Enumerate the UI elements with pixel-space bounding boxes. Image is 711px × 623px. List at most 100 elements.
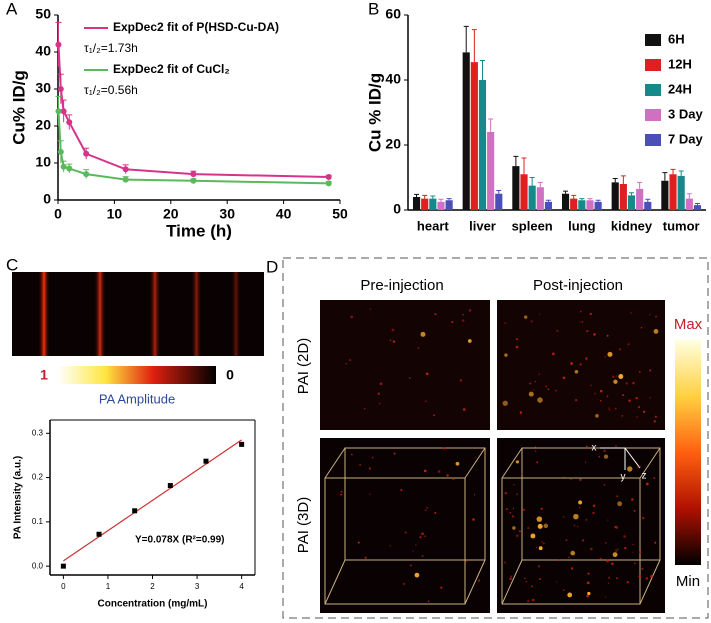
speckle	[599, 399, 602, 402]
speckle	[389, 545, 391, 547]
speckle	[542, 542, 545, 545]
speckle	[641, 567, 644, 570]
speckle	[611, 562, 614, 565]
speckle	[568, 556, 570, 559]
data-point	[60, 108, 67, 115]
speckle	[525, 580, 528, 583]
speckle	[607, 519, 609, 521]
speckle	[639, 465, 641, 468]
speckle	[570, 478, 572, 481]
speckle	[562, 376, 566, 380]
pai-image	[320, 300, 490, 430]
speckle	[608, 407, 610, 409]
y-tick-label: 0.1	[32, 517, 44, 526]
speckle	[633, 509, 636, 512]
speckle	[393, 452, 396, 455]
speckle	[630, 312, 632, 314]
speckle	[359, 463, 362, 466]
colorbar-label: PA Amplitude	[99, 391, 175, 406]
speckle	[420, 331, 426, 337]
data-point	[60, 563, 66, 569]
x-tick-label: lung	[568, 218, 595, 233]
speckle	[582, 539, 585, 542]
speckle	[440, 586, 443, 589]
speckle	[607, 351, 613, 357]
speckle	[608, 409, 611, 411]
speckle	[510, 575, 513, 578]
speckle	[605, 542, 607, 544]
data-point	[325, 180, 332, 187]
legend-label: 7 Day	[668, 131, 703, 146]
speckle	[592, 511, 595, 515]
speckle	[630, 498, 634, 501]
speckle	[511, 515, 515, 518]
speckle	[465, 559, 468, 563]
y-tick-label: 0.2	[32, 473, 44, 482]
speckle	[545, 385, 548, 388]
bar	[677, 175, 685, 210]
speckle	[565, 539, 568, 542]
speckle	[634, 562, 636, 565]
speckle	[621, 414, 624, 417]
colorbar-min: 0	[226, 367, 234, 383]
speckle	[427, 600, 430, 603]
speckle	[364, 556, 367, 560]
y-axis-label: Cu% ID/g	[9, 70, 28, 145]
data-point	[96, 531, 102, 537]
speckle	[650, 575, 653, 578]
speckle	[578, 506, 581, 509]
speckle	[534, 446, 537, 448]
speckle	[586, 581, 590, 585]
speckle	[570, 362, 573, 365]
speckle	[419, 536, 422, 539]
speckle	[473, 494, 476, 496]
bar	[478, 80, 487, 210]
column-title: Pre-injection	[360, 277, 443, 294]
speckle	[533, 389, 535, 391]
bar	[470, 62, 478, 210]
speckle	[400, 488, 403, 491]
y-tick-label: 50	[35, 6, 51, 22]
speckle	[425, 400, 427, 402]
data-point	[167, 483, 173, 489]
speckle	[615, 375, 618, 377]
speckle	[477, 579, 481, 582]
speckle	[638, 574, 642, 578]
x-tick-label: 30	[219, 206, 235, 222]
panel-label: B	[368, 0, 379, 18]
speckle	[392, 340, 396, 343]
x-axis-label: Concentration (mg/mL)	[98, 599, 208, 610]
speckle	[523, 315, 528, 319]
speckle	[547, 388, 550, 391]
speckle	[585, 357, 588, 360]
bar	[685, 198, 693, 210]
legend-swatch	[645, 84, 661, 96]
speckle	[409, 377, 411, 379]
speckle	[635, 396, 638, 400]
x-tick-label: 50	[332, 206, 348, 222]
speckle	[581, 321, 584, 323]
speckle	[377, 392, 380, 395]
speckle	[595, 413, 599, 418]
speckle	[472, 518, 475, 521]
speckle	[585, 518, 588, 521]
speckle	[612, 552, 618, 558]
speckle	[617, 501, 623, 507]
speckle	[538, 313, 541, 315]
speckle	[543, 523, 549, 529]
speckle	[590, 384, 592, 387]
speckle	[434, 312, 437, 316]
legend-label: 3 Day	[668, 106, 703, 121]
speckle	[574, 398, 578, 402]
speckle	[649, 396, 651, 399]
legend-swatch	[645, 134, 661, 146]
row-title: PAI (2D)	[295, 338, 312, 394]
speckle	[536, 461, 539, 464]
bar	[512, 166, 520, 210]
legend-label: 6H	[668, 31, 685, 46]
speckle	[552, 352, 555, 356]
x-tick-label: 1	[106, 582, 111, 591]
speckle	[513, 484, 515, 486]
speckle	[462, 313, 465, 316]
